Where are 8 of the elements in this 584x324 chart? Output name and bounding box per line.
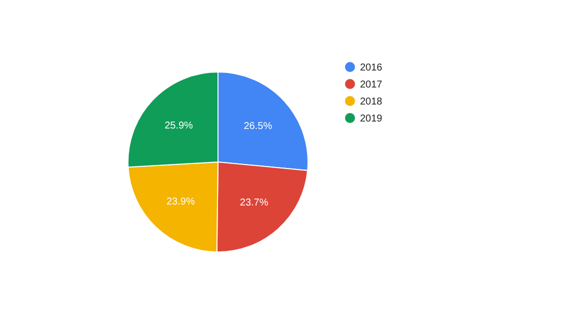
data-label: 23.7%	[240, 198, 268, 209]
data-label: 25.9%	[164, 120, 194, 132]
legend-label: 2017	[360, 80, 383, 90]
data-label: 23.9%	[166, 196, 195, 208]
legend-label: 2016	[360, 62, 383, 74]
data-label: 26.5%	[244, 121, 272, 132]
legend-label: 2018	[360, 96, 383, 108]
legend-label: 2019	[360, 114, 383, 124]
